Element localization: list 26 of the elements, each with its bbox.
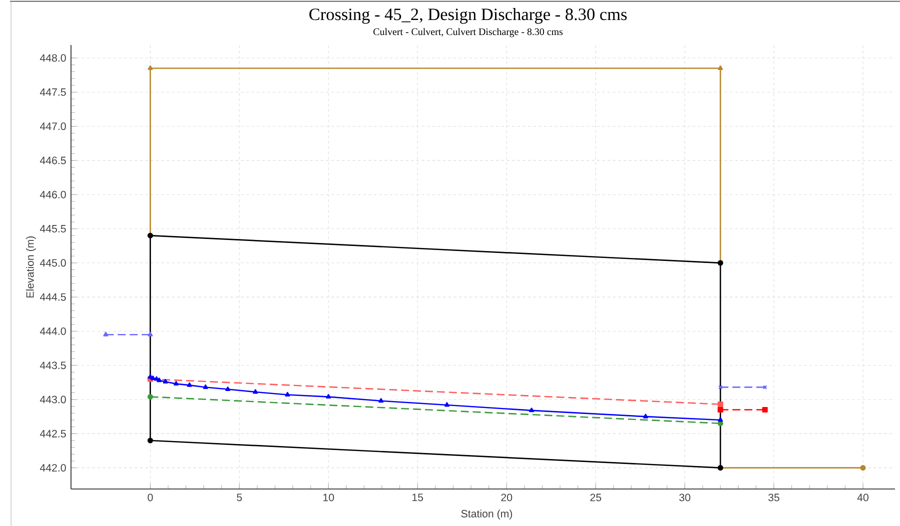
x-tick-label: 30 bbox=[679, 494, 690, 502]
y-axis-title: Elevation (m) bbox=[26, 236, 36, 298]
y-tick-label: 442.5 bbox=[40, 430, 66, 438]
y-tick-label: 442.0 bbox=[40, 464, 66, 472]
chart-subtitle: Culvert - Culvert, Culvert Discharge - 8.30 cms bbox=[373, 28, 563, 38]
x-axis-title: Station (m) bbox=[461, 510, 512, 520]
y-tick-label: 445.5 bbox=[40, 225, 66, 232]
x-tick-label: 20 bbox=[501, 494, 512, 502]
x-tick-label: 40 bbox=[857, 494, 868, 502]
x-tick-label: 35 bbox=[768, 494, 780, 502]
x-tick-label: 0 bbox=[148, 494, 153, 502]
y-tick-label: 444.5 bbox=[40, 293, 66, 301]
x-tick-label: 5 bbox=[236, 494, 242, 502]
y-tick-label: 447.5 bbox=[40, 88, 66, 96]
y-tick-label: 446.5 bbox=[40, 156, 66, 164]
chart-title: Crossing - 45_2, Design Discharge - 8.30 cms bbox=[309, 8, 627, 24]
y-tick-label: 445.0 bbox=[40, 259, 66, 267]
y-tick-label: 443.0 bbox=[40, 396, 66, 404]
y-tick-label: 447.0 bbox=[40, 122, 66, 130]
y-tick-label: 448.0 bbox=[40, 54, 66, 62]
y-tick-label: 444.0 bbox=[40, 327, 66, 335]
x-tick-label: 15 bbox=[412, 494, 423, 502]
y-tick-label: 443.5 bbox=[40, 362, 66, 370]
y-tick-label: 446.0 bbox=[40, 190, 66, 198]
x-tick-label: 10 bbox=[323, 494, 334, 502]
x-tick-label: 25 bbox=[590, 494, 602, 502]
